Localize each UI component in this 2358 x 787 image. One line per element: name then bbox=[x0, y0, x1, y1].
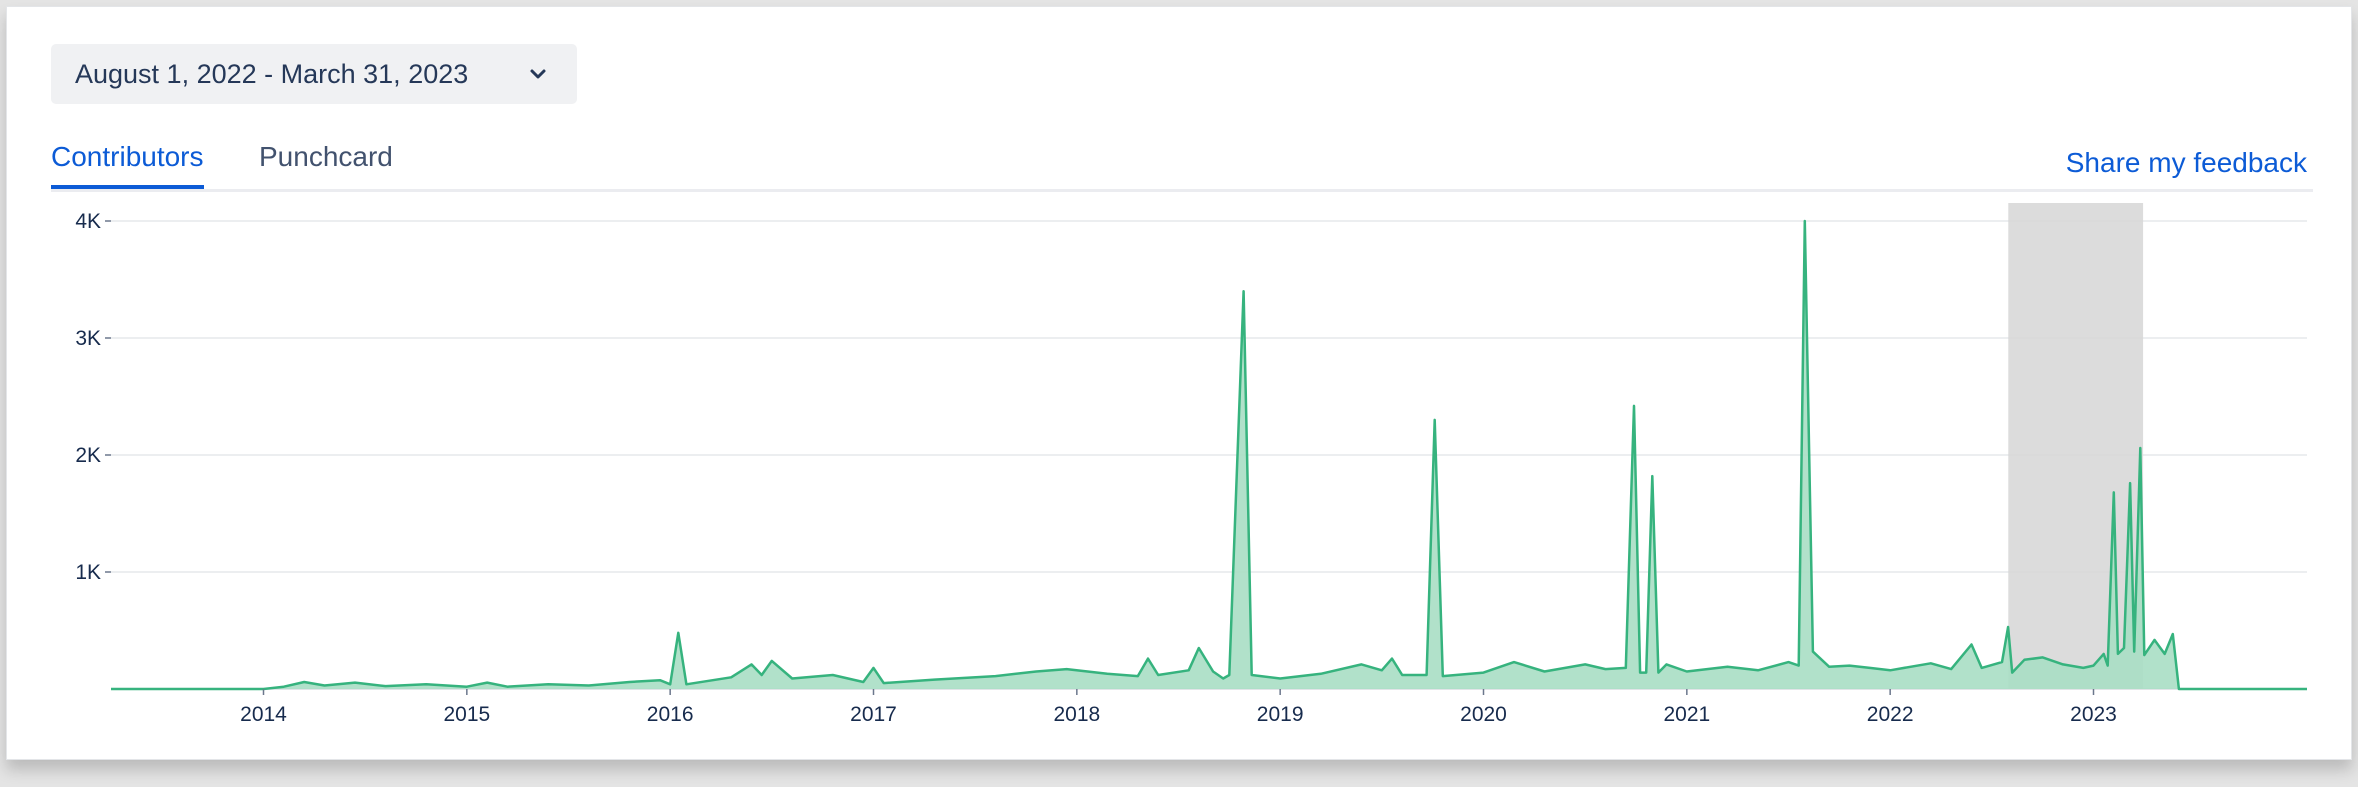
x-tick-label: 2018 bbox=[1053, 703, 1100, 726]
x-tick-label: 2020 bbox=[1460, 703, 1507, 726]
tab-contributors[interactable]: Contributors bbox=[51, 137, 204, 189]
selected-range-highlight[interactable] bbox=[2008, 203, 2144, 689]
tab-punchcard[interactable]: Punchcard bbox=[259, 141, 393, 172]
x-tick-label: 2021 bbox=[1663, 703, 1710, 726]
tab-bar: Contributors Punchcard bbox=[51, 137, 2313, 192]
x-tick-label: 2014 bbox=[240, 703, 287, 726]
x-tick-label: 2017 bbox=[850, 703, 897, 726]
date-range-dropdown[interactable]: August 1, 2022 - March 31, 2023 bbox=[51, 44, 577, 104]
contributors-panel: August 1, 2022 - March 31, 2023 Contribu… bbox=[6, 6, 2352, 760]
x-tick-label: 2023 bbox=[2070, 703, 2117, 726]
x-tick-label: 2015 bbox=[443, 703, 490, 726]
y-tick-label: 2K bbox=[75, 444, 101, 467]
date-range-label: August 1, 2022 - March 31, 2023 bbox=[75, 58, 469, 89]
share-feedback-link[interactable]: Share my feedback bbox=[2065, 147, 2307, 178]
x-tick-label: 2022 bbox=[1867, 703, 1914, 726]
y-tick-label: 1K bbox=[75, 561, 101, 584]
chevron-down-icon bbox=[523, 59, 553, 89]
contributors-chart: 1K 2K 3K 4K 2014 2015 2016 2017 2018 2019 2020 202… bbox=[75, 203, 2307, 726]
x-tick-label: 2019 bbox=[1257, 703, 1304, 726]
y-tick-label: 3K bbox=[75, 327, 101, 350]
y-tick-label: 4K bbox=[75, 210, 101, 233]
series-line bbox=[111, 219, 2307, 691]
x-tick-label: 2016 bbox=[647, 703, 694, 726]
